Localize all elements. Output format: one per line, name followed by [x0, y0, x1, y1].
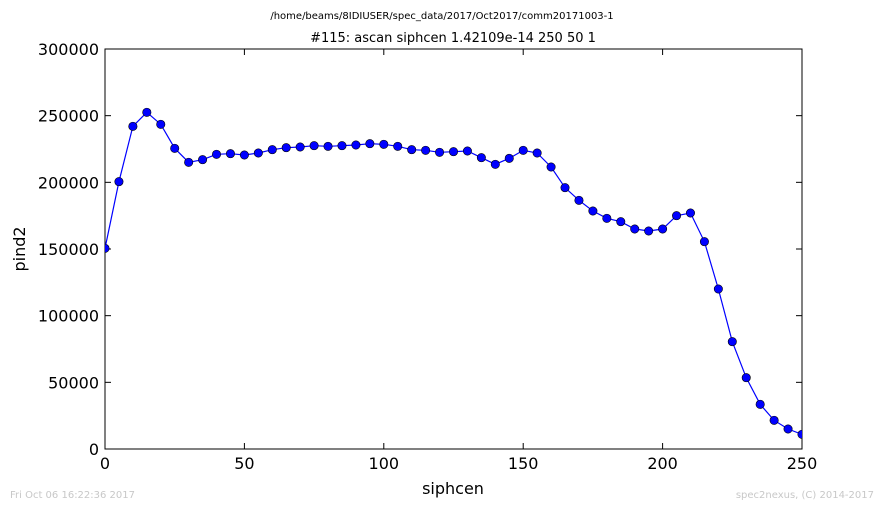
data-point	[337, 141, 347, 151]
data-point	[476, 153, 486, 163]
data-point	[253, 148, 263, 158]
chart-suptitle: /home/beams/8IDIUSER/spec_data/2017/Oct2…	[270, 11, 613, 22]
data-point	[504, 153, 514, 163]
data-point	[198, 155, 208, 165]
data-point	[685, 208, 695, 218]
data-point	[435, 147, 445, 157]
x-tick-label: 100	[369, 454, 400, 473]
x-tick-label: 0	[100, 454, 110, 473]
data-point	[616, 217, 626, 227]
y-tick-label: 200000	[38, 173, 99, 192]
data-point	[105, 243, 110, 253]
data-point	[212, 149, 222, 159]
data-point	[281, 143, 291, 153]
data-point	[769, 415, 779, 425]
data-point	[532, 148, 542, 158]
data-point	[267, 145, 277, 155]
y-tick-label: 100000	[38, 307, 99, 326]
x-tick-label: 250	[787, 454, 818, 473]
data-point	[170, 143, 180, 153]
data-point	[755, 399, 765, 409]
data-point	[448, 147, 458, 157]
y-axis-label: pind2	[10, 226, 29, 271]
data-point	[421, 145, 431, 155]
data-point	[295, 142, 305, 152]
data-point	[560, 183, 570, 193]
data-point	[713, 284, 723, 294]
footer-timestamp: Fri Oct 06 16:22:36 2017	[10, 490, 136, 501]
x-tick-label: 200	[647, 454, 678, 473]
data-point	[658, 224, 668, 234]
series-line	[105, 111, 802, 435]
x-tick-label: 150	[508, 454, 539, 473]
data-point	[114, 177, 124, 187]
data-point	[546, 162, 556, 172]
data-point	[630, 224, 640, 234]
x-axis-label: siphcen	[422, 479, 484, 498]
data-point	[142, 107, 152, 117]
y-tick-label: 300000	[38, 40, 99, 59]
data-point	[588, 206, 598, 216]
data-point	[602, 213, 612, 223]
data-point	[365, 139, 375, 149]
data-point	[672, 211, 682, 221]
data-point	[462, 146, 472, 156]
series-group	[105, 107, 802, 439]
data-point	[239, 150, 249, 160]
data-point	[644, 226, 654, 236]
data-point	[727, 337, 737, 347]
plot-area: 0 50 100 150 200 250 0 50000 100000 150000 200000 2…	[38, 40, 817, 473]
data-point	[699, 237, 709, 247]
data-point	[323, 141, 333, 151]
plot-frame	[104, 48, 803, 450]
data-point	[574, 195, 584, 205]
chart-title: #115: ascan siphcen 1.42109e-14 250 50 1	[310, 31, 596, 46]
data-point	[407, 145, 417, 155]
data-point	[490, 159, 500, 169]
footer-credit: spec2nexus, (C) 2014-2017	[735, 490, 874, 501]
data-point	[225, 149, 235, 159]
data-point	[128, 121, 138, 131]
y-tick-label: 0	[89, 440, 99, 459]
data-point	[783, 424, 793, 434]
data-point	[797, 429, 802, 439]
data-point	[184, 157, 194, 167]
data-point	[518, 145, 528, 155]
data-point	[393, 141, 403, 151]
data-point	[351, 140, 361, 150]
y-tick-label: 250000	[38, 107, 99, 126]
data-point	[741, 373, 751, 383]
data-point	[156, 119, 166, 129]
y-tick-label: 150000	[38, 240, 99, 259]
data-point	[379, 139, 389, 149]
x-tick-label: 50	[234, 454, 254, 473]
y-tick-label: 50000	[48, 373, 99, 392]
data-point	[309, 141, 319, 151]
